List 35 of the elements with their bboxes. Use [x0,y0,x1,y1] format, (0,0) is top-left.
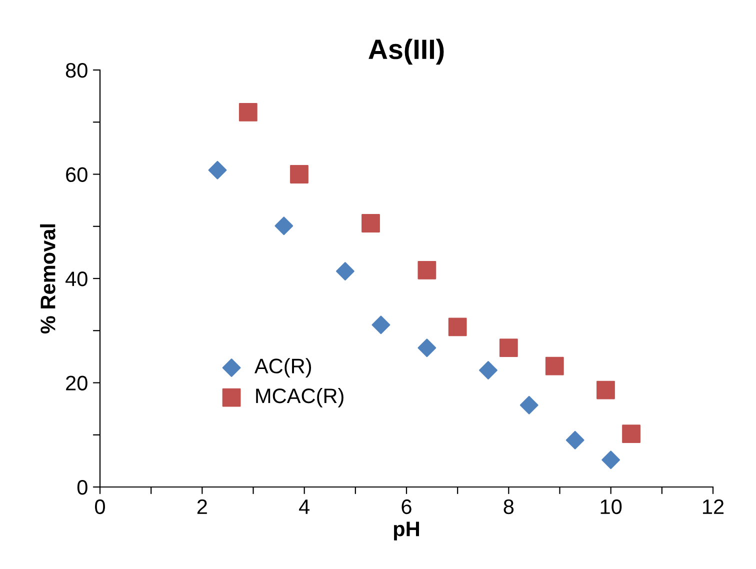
point [499,338,518,358]
y-tick-label: 0 [77,480,88,495]
point [566,430,584,450]
point [290,165,308,184]
point [362,214,380,232]
point [418,260,436,280]
x-axis-title: pH [394,522,419,540]
y-tick-label: 60 [66,167,88,182]
point [208,160,227,180]
x-tick-label: 8 [504,499,514,514]
legend-label: AC(R) [254,358,312,378]
point [372,316,390,334]
y-tick-label: 20 [66,376,88,391]
point [336,262,354,280]
point [602,450,620,470]
point [274,216,294,236]
y-tick-label: 80 [66,63,88,78]
point [622,424,640,444]
x-tick-label: 10 [600,499,622,514]
y-axis-title: % Removal [40,224,56,334]
point [520,396,538,414]
point [238,103,258,122]
point [545,356,564,376]
point [479,361,498,380]
x-tick-label: 12 [703,499,724,514]
point [596,380,615,400]
chart-title: As(III) [368,38,444,65]
x-tick-label: 0 [95,499,105,514]
y-tick-label: 40 [66,272,88,286]
point [448,318,467,336]
point [418,338,436,358]
x-tick-label: 2 [197,499,207,514]
legend-label: MCAC(R) [256,388,344,408]
x-tick-label: 4 [299,500,310,514]
x-tick-label: 6 [402,499,412,514]
